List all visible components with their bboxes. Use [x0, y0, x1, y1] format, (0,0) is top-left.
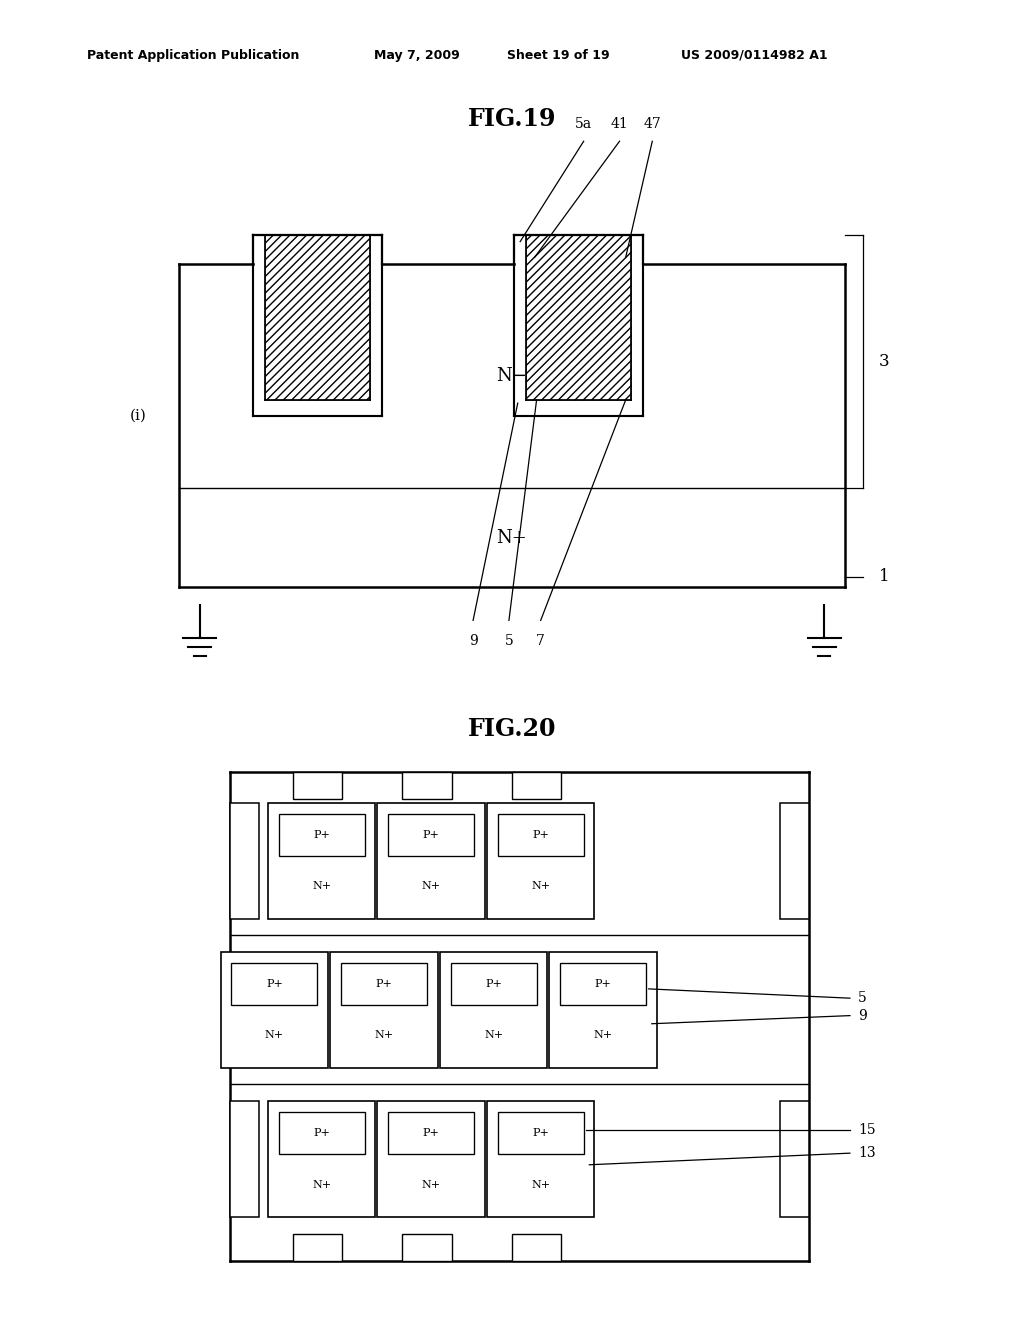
Bar — [370, 235, 382, 416]
Text: P+: P+ — [313, 1129, 330, 1138]
Text: 7: 7 — [537, 634, 545, 648]
Bar — [265, 235, 370, 400]
Bar — [231, 964, 317, 1005]
Bar — [526, 235, 631, 400]
Text: N+: N+ — [531, 1180, 550, 1189]
Text: 5a: 5a — [575, 116, 592, 131]
Bar — [293, 772, 342, 799]
Bar — [230, 1101, 259, 1217]
Text: N+: N+ — [422, 1180, 440, 1189]
Bar — [388, 1113, 474, 1154]
Text: 9: 9 — [469, 634, 477, 648]
Text: Sheet 19 of 19: Sheet 19 of 19 — [507, 49, 609, 62]
Text: P+: P+ — [532, 1129, 549, 1138]
Text: N+: N+ — [265, 1031, 284, 1040]
Text: 15: 15 — [858, 1123, 876, 1137]
Bar — [221, 952, 328, 1068]
Bar — [526, 235, 631, 400]
Bar — [498, 1113, 584, 1154]
Text: P+: P+ — [313, 830, 330, 840]
Text: 13: 13 — [858, 1146, 876, 1160]
Bar — [512, 772, 561, 799]
Text: 5: 5 — [505, 634, 513, 648]
Bar — [179, 235, 253, 290]
Bar — [279, 814, 365, 855]
Bar — [265, 235, 370, 400]
Text: P+: P+ — [423, 1129, 439, 1138]
Text: P+: P+ — [266, 979, 283, 989]
Text: P+: P+ — [485, 979, 502, 989]
Bar — [402, 1234, 452, 1261]
Bar — [487, 803, 594, 919]
Bar — [230, 803, 259, 919]
Bar — [330, 952, 438, 1068]
Text: (i): (i) — [130, 409, 146, 422]
Text: P+: P+ — [532, 830, 549, 840]
Bar — [451, 964, 537, 1005]
Bar — [179, 264, 845, 587]
Text: P+: P+ — [376, 979, 392, 989]
Text: 3: 3 — [879, 354, 889, 370]
Bar — [631, 235, 643, 416]
Bar — [293, 1234, 342, 1261]
Bar — [402, 772, 452, 799]
Text: 9: 9 — [858, 1008, 867, 1023]
Bar — [780, 1101, 809, 1217]
Bar — [377, 803, 485, 919]
Bar — [643, 235, 845, 290]
Text: FIG.19: FIG.19 — [468, 107, 556, 131]
Bar — [377, 1101, 485, 1217]
Text: N+: N+ — [375, 1031, 393, 1040]
Bar — [440, 952, 547, 1068]
Bar — [253, 400, 382, 416]
Text: N+: N+ — [497, 529, 527, 546]
Text: N+: N+ — [422, 882, 440, 891]
Text: N+: N+ — [312, 882, 331, 891]
Bar — [382, 235, 514, 290]
Text: P+: P+ — [423, 830, 439, 840]
Text: 5: 5 — [858, 991, 867, 1006]
Bar — [514, 400, 643, 416]
Text: N+: N+ — [531, 882, 550, 891]
Bar — [253, 235, 265, 416]
Text: 1: 1 — [879, 569, 889, 585]
Text: May 7, 2009: May 7, 2009 — [374, 49, 460, 62]
Text: 41: 41 — [610, 116, 629, 131]
Text: Patent Application Publication: Patent Application Publication — [87, 49, 299, 62]
Bar — [388, 814, 474, 855]
Bar — [498, 814, 584, 855]
Text: 47: 47 — [643, 116, 662, 131]
Bar — [487, 1101, 594, 1217]
Text: N+: N+ — [312, 1180, 331, 1189]
Bar — [514, 235, 526, 416]
Text: N+: N+ — [594, 1031, 612, 1040]
Text: US 2009/0114982 A1: US 2009/0114982 A1 — [681, 49, 827, 62]
Bar — [549, 952, 657, 1068]
Bar — [279, 1113, 365, 1154]
Bar — [268, 803, 375, 919]
Bar — [341, 964, 427, 1005]
Text: P+: P+ — [595, 979, 611, 989]
Bar — [512, 1234, 561, 1261]
Text: N−: N− — [497, 367, 527, 385]
Text: N+: N+ — [484, 1031, 503, 1040]
Bar — [560, 964, 646, 1005]
Bar — [780, 803, 809, 919]
Text: FIG.20: FIG.20 — [468, 717, 556, 741]
Bar — [268, 1101, 375, 1217]
